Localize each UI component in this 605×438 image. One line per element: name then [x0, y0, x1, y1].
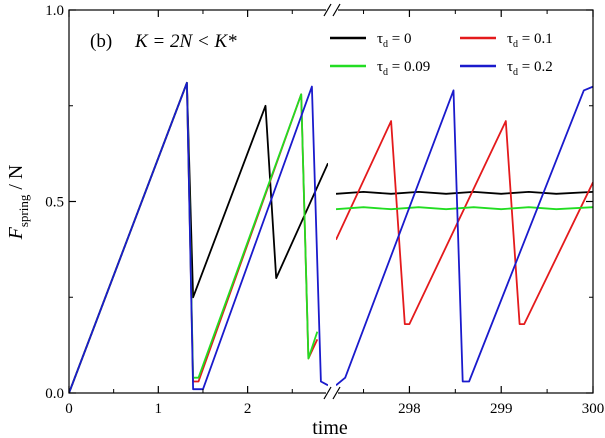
- legend: τd = 0 τd = 0.1 τd = 0.09 τd = 0.2: [330, 31, 553, 78]
- y-axis-title-sub: spring: [16, 194, 31, 227]
- series-1: [69, 81, 593, 393]
- x-tick-label: 1: [155, 401, 163, 417]
- x-tick-label: 299: [490, 401, 513, 417]
- y-tick-label: 0.5: [45, 195, 64, 211]
- series-line-1-right: [336, 120, 593, 325]
- condition-text: K = 2N < K*: [134, 31, 237, 52]
- y-tick-label: 1.0: [45, 3, 64, 19]
- x-tick-label: 300: [582, 401, 605, 417]
- legend-label: τd = 0.2: [507, 59, 553, 78]
- x-tick-label: 0: [65, 401, 73, 417]
- legend-item-3: τd = 0.2: [460, 59, 553, 78]
- series-layer: [69, 81, 593, 393]
- series-line-2-right: [336, 206, 593, 211]
- series-line-2-left: [69, 81, 319, 393]
- ticks-layer: 0.0 0.5 1.0 0 1 2 298 299 300: [45, 3, 604, 417]
- legend-item-1: τd = 0.1: [460, 31, 553, 50]
- y-axis-title: Fspring / N: [5, 165, 31, 241]
- legend-label: τd = 0: [377, 31, 412, 50]
- y-axis-title-tail: / N: [5, 165, 27, 195]
- axis-break-top: [323, 3, 341, 17]
- panel-label: (b): [90, 31, 112, 52]
- series-line-3-right: [336, 85, 593, 386]
- y-tick-label: 0.0: [45, 386, 64, 402]
- legend-item-0: τd = 0: [330, 31, 412, 50]
- axis-break-bottom: [323, 386, 341, 400]
- legend-item-2: τd = 0.09: [330, 59, 430, 78]
- legend-label: τd = 0.09: [377, 59, 430, 78]
- x-tick-label: 2: [244, 401, 252, 417]
- series-line-0-right: [336, 191, 593, 195]
- legend-label: τd = 0.1: [507, 31, 553, 50]
- x-tick-label: 298: [398, 401, 421, 417]
- y-axis-title-main: F: [5, 226, 27, 240]
- x-axis-title: time: [312, 417, 348, 438]
- svg-text:Fspring / N: Fspring / N: [5, 165, 31, 241]
